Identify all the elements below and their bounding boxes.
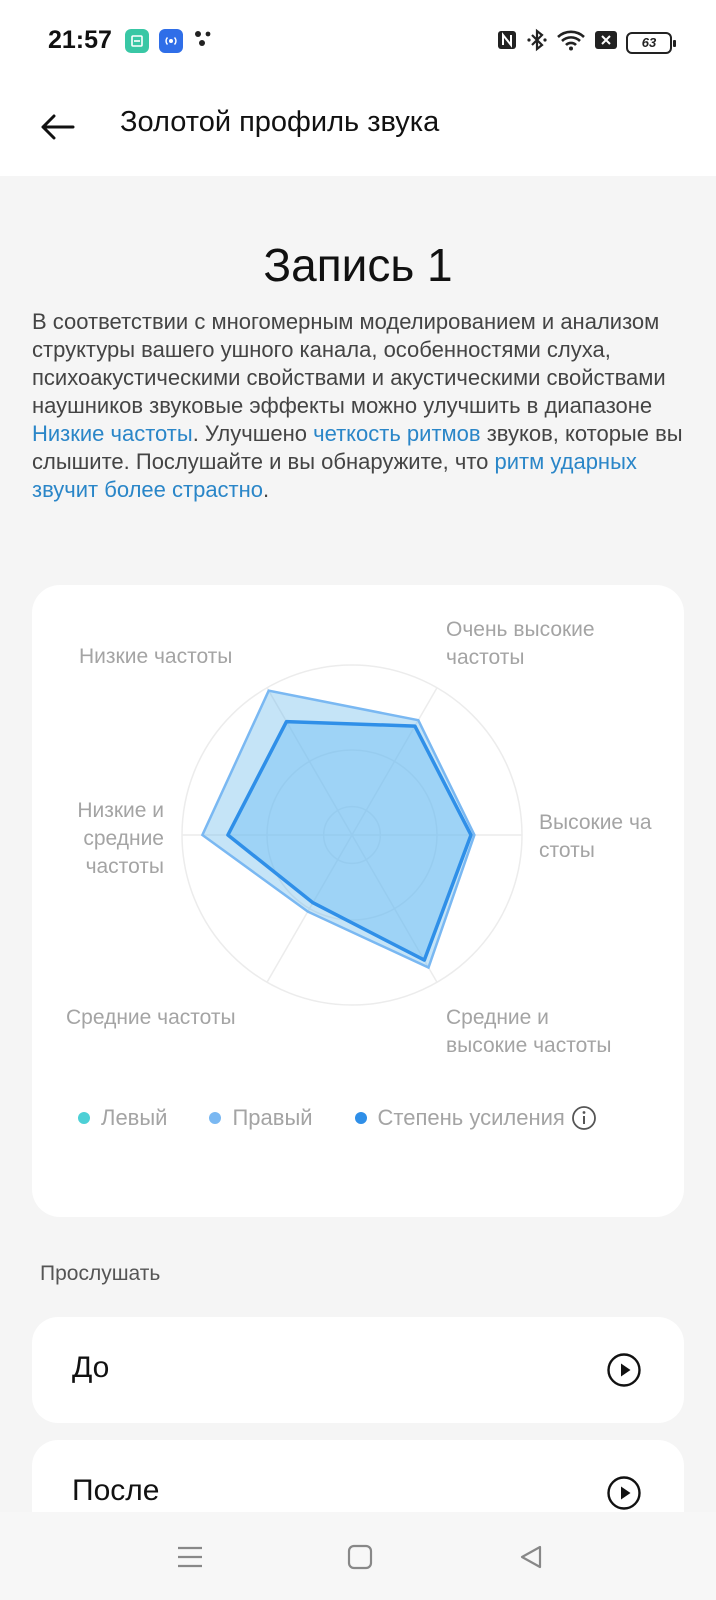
status-time: 21:57 (48, 26, 112, 54)
nfc-icon (496, 29, 518, 56)
axis-label-high: Высокие ча стоты (539, 811, 652, 862)
radar-grid-spoke (266, 834, 353, 983)
listen-before-row[interactable]: До (32, 1317, 684, 1423)
play-circle-icon[interactable] (606, 1475, 642, 1511)
dots-app-icon (193, 28, 215, 53)
legend-item-left: Левый (78, 1105, 167, 1131)
record-description: В соответствии с многомерным моделирован… (32, 308, 692, 504)
radar-series-right (200, 689, 476, 970)
description-highlight-link[interactable]: Низкие частоты (32, 421, 193, 446)
legend-label: Степень усиления (377, 1105, 565, 1130)
page-title: Золотой профиль звука (120, 106, 440, 138)
legend-dot (78, 1112, 90, 1124)
legend-label: Правый (232, 1105, 313, 1130)
status-app-icons (125, 28, 215, 53)
legend-item-gain: Степень усиления (354, 1105, 597, 1131)
axis-label-low-mid: Низкие и средние частоты (77, 799, 164, 878)
axis-label-low: Низкие частоты (79, 645, 233, 668)
description-text: В соответствии с многомерным моделирован… (32, 309, 666, 418)
bluetooth-icon (526, 28, 548, 57)
radar-grid-spoke (351, 687, 438, 836)
menu-icon[interactable] (173, 1540, 207, 1574)
description-highlight-link[interactable]: четкость ритмов (313, 421, 481, 446)
axis-label-mid: Средние частоты (66, 1006, 236, 1029)
axis-label-very-high: Очень высокие частоты (446, 618, 595, 669)
battery-icon: 63 (626, 31, 676, 54)
description-text: . (263, 477, 270, 502)
radar-grid-spoke (266, 687, 353, 836)
arrow-left-icon (41, 114, 75, 140)
status-system-icons: 63 (496, 28, 676, 57)
home-square-icon[interactable] (343, 1540, 377, 1574)
wifi-icon (556, 29, 586, 56)
back-button[interactable] (30, 100, 84, 154)
legend-dot (354, 1112, 367, 1124)
play-circle-icon[interactable] (606, 1352, 642, 1388)
sim-off-icon (594, 29, 618, 56)
listen-section-label: Прослушать (40, 1262, 161, 1285)
axis-label-mid-high: Средние и высокие частоты (446, 1006, 612, 1057)
legend-label: Левый (101, 1105, 168, 1130)
chart-legend: Левый Правый Степень усиления (78, 1105, 597, 1131)
battery-level: 63 (641, 35, 657, 50)
description-text: . Улучшено (192, 421, 314, 446)
status-bar: 21:57 63 (0, 0, 716, 84)
listen-after-label: После (72, 1474, 160, 1507)
record-title: Запись 1 (263, 239, 453, 291)
radar-series-gain (226, 719, 473, 962)
description-highlight-link[interactable]: ритм ударных звучит более страстно (32, 449, 637, 502)
legend-dot (209, 1112, 222, 1124)
info-circle-icon[interactable] (571, 1105, 597, 1131)
system-nav-bar (0, 1512, 716, 1600)
legend-item-right: Правый (209, 1105, 313, 1131)
app-header: Золотой профиль звука (0, 84, 716, 176)
listen-before-label: До (72, 1351, 110, 1384)
broadcast-app-icon (159, 28, 183, 53)
description-text: звуков, которые вы слышите. Послушайте и… (32, 421, 683, 474)
back-triangle-icon[interactable] (514, 1540, 548, 1574)
radar-chart (181, 664, 523, 1006)
calculator-app-icon (125, 28, 149, 53)
